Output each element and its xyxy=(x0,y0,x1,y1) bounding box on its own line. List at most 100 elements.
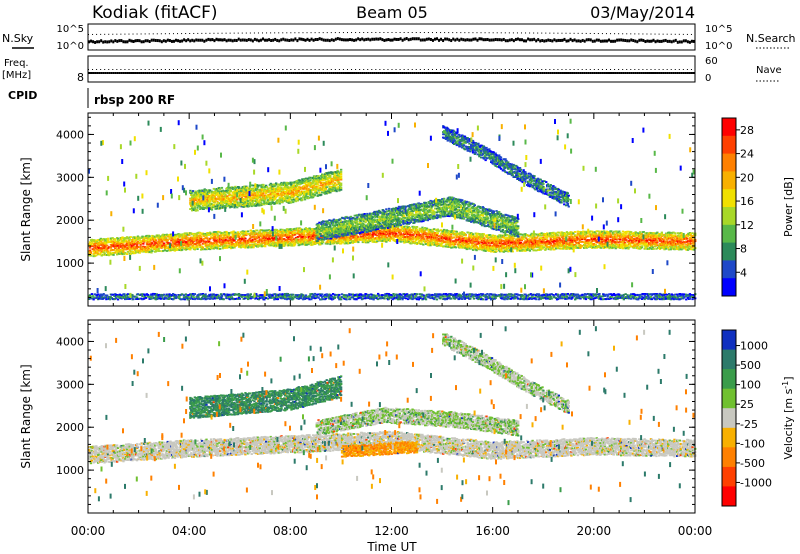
range-cell xyxy=(145,234,149,237)
range-cell xyxy=(158,250,161,252)
range-cell xyxy=(233,246,236,249)
range-cell xyxy=(233,239,236,242)
range-cell xyxy=(415,228,419,231)
nsky-point xyxy=(92,40,95,44)
range-cell xyxy=(185,232,188,235)
freq-point xyxy=(415,72,418,74)
range-cell xyxy=(201,242,205,245)
nsky-point xyxy=(292,38,295,42)
nsearch-point xyxy=(452,32,454,34)
freq-point xyxy=(411,72,414,74)
nsky-point xyxy=(620,38,623,42)
range-cell xyxy=(325,241,328,244)
range-cell xyxy=(140,248,143,251)
nsky-point xyxy=(274,37,277,41)
nsearch-point xyxy=(193,32,195,34)
nave-point xyxy=(266,69,268,70)
freq-point xyxy=(561,72,564,74)
freq-point xyxy=(614,72,617,74)
range-cell xyxy=(359,237,363,240)
range-cell xyxy=(312,233,316,236)
range-cell xyxy=(260,235,263,238)
range-cell xyxy=(125,236,129,239)
nave-point xyxy=(622,69,624,70)
range-cell xyxy=(429,238,432,241)
nsearch-point xyxy=(156,33,158,35)
range-cell xyxy=(374,233,377,236)
freq-label: Freq. xyxy=(4,58,29,69)
nsky-point xyxy=(330,38,333,42)
nsky-point xyxy=(229,38,232,42)
range-cell xyxy=(143,239,146,242)
freq-point xyxy=(482,72,485,74)
range-cell xyxy=(265,235,268,238)
range-cell xyxy=(109,246,112,248)
range-cell xyxy=(217,234,220,237)
nsky-point xyxy=(272,38,275,42)
range-cell xyxy=(117,239,121,242)
range-cell xyxy=(396,230,400,232)
range-cell xyxy=(376,240,379,243)
nsearch-point xyxy=(108,33,110,35)
nave-point xyxy=(444,69,446,70)
nsky-point xyxy=(124,40,127,44)
freq-point xyxy=(527,72,530,74)
range-cell xyxy=(404,227,407,230)
nave-point xyxy=(605,69,607,70)
nave-point xyxy=(310,69,312,70)
freq-point xyxy=(389,72,392,74)
range-cell xyxy=(107,237,110,240)
freq-point xyxy=(575,72,578,74)
range-cell xyxy=(414,232,417,234)
range-cell xyxy=(242,239,245,242)
range-cell xyxy=(406,225,409,228)
freq-point xyxy=(92,72,95,74)
range-cell xyxy=(131,240,134,243)
nave-point xyxy=(614,69,616,70)
nsearch-point xyxy=(298,32,300,34)
range-cell xyxy=(172,245,176,248)
range-cell xyxy=(136,238,140,241)
range-cell xyxy=(184,237,187,240)
range-cell xyxy=(385,229,388,231)
freq-point xyxy=(492,72,495,74)
range-cell xyxy=(308,235,311,238)
range-cell xyxy=(201,238,205,241)
nave-point xyxy=(411,69,413,70)
range-cell xyxy=(136,235,140,238)
nsky-point xyxy=(547,38,550,42)
freq-point xyxy=(666,72,669,74)
range-cell xyxy=(384,232,387,235)
freq-point xyxy=(231,72,234,74)
range-cell xyxy=(160,238,163,240)
nsky-point xyxy=(371,37,374,41)
range-cell xyxy=(203,248,206,251)
nsky-point xyxy=(401,38,404,42)
range-cell xyxy=(398,230,401,232)
range-cell xyxy=(423,238,426,240)
freq-point xyxy=(201,72,204,74)
freq-point xyxy=(179,72,182,74)
range-cell xyxy=(215,242,218,245)
range-cell xyxy=(352,240,355,242)
range-cell xyxy=(388,232,392,235)
nave-point xyxy=(391,69,393,70)
freq-point xyxy=(128,72,131,74)
range-cell xyxy=(200,236,203,238)
range-cell xyxy=(222,245,225,248)
nsky-point xyxy=(136,39,139,43)
nsky-point xyxy=(618,38,621,42)
freq-point xyxy=(245,72,248,74)
range-cell xyxy=(286,242,289,245)
freq-point xyxy=(112,72,115,74)
range-cell xyxy=(153,244,156,247)
nave-point xyxy=(549,69,551,70)
nsky-point xyxy=(231,39,234,43)
nsearch-point xyxy=(610,33,612,35)
nave-point xyxy=(278,69,280,70)
range-cell xyxy=(291,228,294,231)
freq-point xyxy=(241,72,244,74)
nave-point xyxy=(407,69,409,70)
range-cell xyxy=(395,239,398,241)
range-time-cells xyxy=(88,118,697,301)
